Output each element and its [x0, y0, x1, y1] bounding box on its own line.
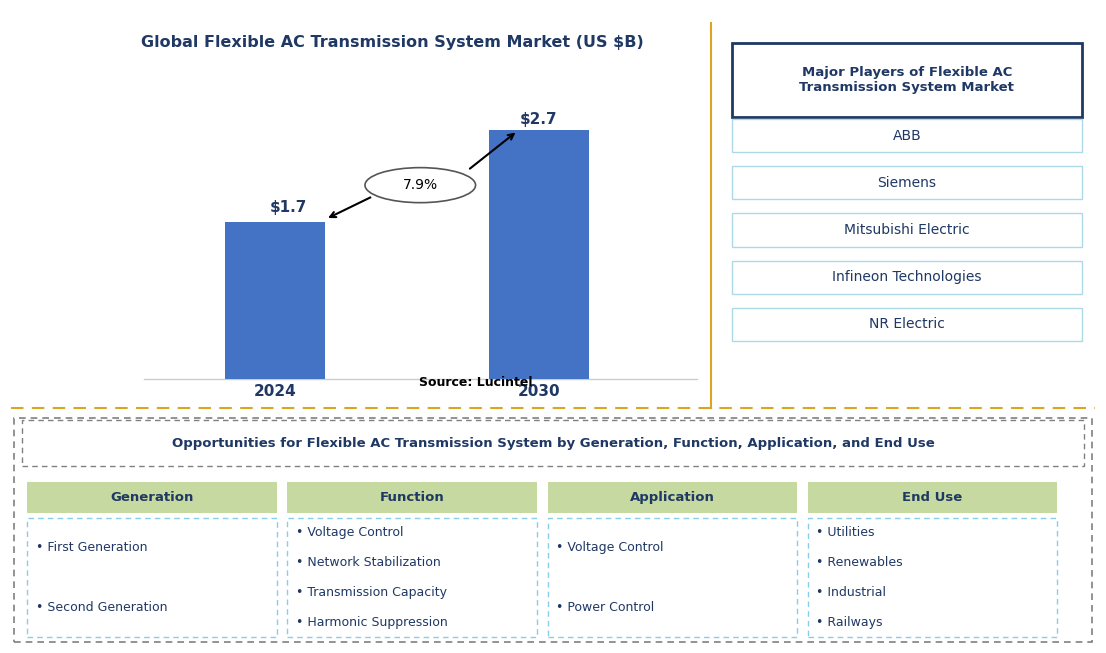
FancyBboxPatch shape [22, 421, 1084, 466]
FancyBboxPatch shape [547, 518, 796, 637]
Text: • First Generation: • First Generation [36, 541, 147, 554]
Text: Infineon Technologies: Infineon Technologies [832, 270, 982, 284]
FancyBboxPatch shape [28, 518, 276, 637]
Text: • Voltage Control: • Voltage Control [296, 526, 404, 539]
Text: • Railways: • Railways [816, 616, 883, 629]
Bar [489, 130, 588, 379]
Ellipse shape [365, 168, 476, 202]
Text: Function: Function [379, 491, 445, 504]
FancyBboxPatch shape [732, 119, 1082, 152]
FancyBboxPatch shape [807, 482, 1057, 513]
Text: Siemens: Siemens [877, 176, 937, 190]
Text: End Use: End Use [902, 491, 962, 504]
FancyBboxPatch shape [732, 43, 1082, 117]
FancyBboxPatch shape [28, 482, 276, 513]
Text: Source: Lucintel: Source: Lucintel [419, 375, 532, 389]
FancyBboxPatch shape [807, 518, 1057, 637]
Text: 7.9%: 7.9% [403, 178, 438, 192]
FancyBboxPatch shape [14, 418, 1092, 642]
Text: Major Players of Flexible AC
Transmission System Market: Major Players of Flexible AC Transmissio… [800, 66, 1014, 94]
Text: Application: Application [629, 491, 714, 504]
Text: Global Flexible AC Transmission System Market (US $B): Global Flexible AC Transmission System M… [142, 35, 644, 50]
Text: $2.7: $2.7 [520, 112, 557, 127]
Text: • Utilities: • Utilities [816, 526, 875, 539]
Text: Opportunities for Flexible AC Transmission System by Generation, Function, Appli: Opportunities for Flexible AC Transmissi… [171, 437, 935, 450]
Text: Mitsubishi Electric: Mitsubishi Electric [844, 223, 970, 237]
FancyBboxPatch shape [732, 166, 1082, 199]
Text: • Network Stabilization: • Network Stabilization [296, 556, 441, 569]
Text: • Renewables: • Renewables [816, 556, 902, 569]
FancyBboxPatch shape [732, 261, 1082, 294]
Text: • Harmonic Suppression: • Harmonic Suppression [296, 616, 448, 629]
Text: $1.7: $1.7 [270, 200, 307, 215]
Text: NR Electric: NR Electric [869, 317, 945, 332]
Text: ABB: ABB [893, 129, 921, 142]
FancyBboxPatch shape [288, 518, 536, 637]
Text: • Power Control: • Power Control [556, 601, 655, 614]
Bar [226, 222, 325, 379]
Text: • Industrial: • Industrial [816, 586, 886, 599]
Text: • Voltage Control: • Voltage Control [556, 541, 664, 554]
FancyBboxPatch shape [547, 482, 796, 513]
FancyBboxPatch shape [288, 482, 536, 513]
FancyBboxPatch shape [732, 214, 1082, 247]
Text: • Second Generation: • Second Generation [36, 601, 167, 614]
Text: • Transmission Capacity: • Transmission Capacity [296, 586, 447, 599]
FancyBboxPatch shape [732, 308, 1082, 341]
Text: Generation: Generation [111, 491, 194, 504]
